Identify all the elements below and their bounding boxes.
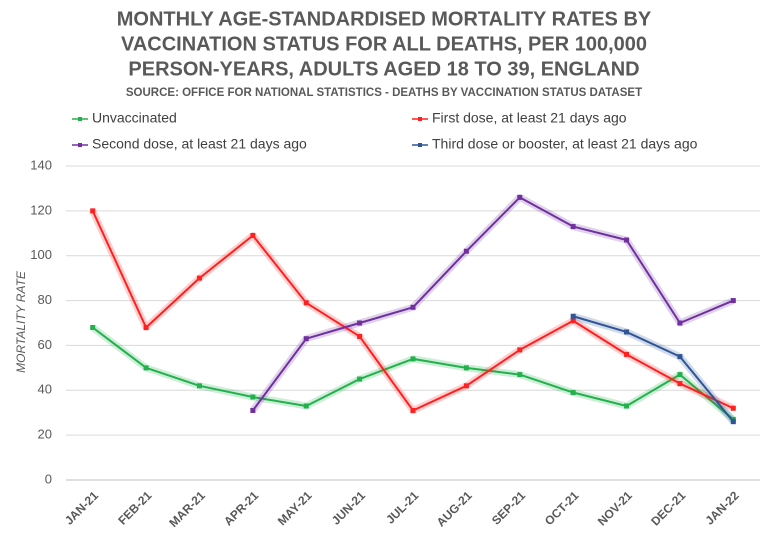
point-marker [463,383,469,389]
x-tick-label: APR-21 [221,488,261,528]
point-marker [463,248,469,254]
legend-marker [78,143,82,147]
point-marker [517,347,523,353]
x-tick-label: MAR-21 [166,488,208,530]
legend-label: First dose, at least 21 days ago [432,110,627,126]
point-marker [517,372,523,378]
point-marker [624,351,630,357]
legend-marker [418,143,422,147]
chart-title-line: PERSON-YEARS, ADULTS AGED 18 TO 39, ENGL… [128,58,639,80]
chart-title-line: VACCINATION STATUS FOR ALL DEATHS, PER 1… [121,33,647,55]
legend-label: Second dose, at least 21 days ago [92,136,307,152]
y-tick-label: 20 [38,427,52,442]
point-marker [90,324,96,330]
y-tick-label: 40 [38,382,52,397]
point-marker [410,304,416,310]
point-marker [570,390,576,396]
point-marker [624,329,630,335]
y-tick-label: 80 [38,292,52,307]
point-marker [730,405,736,411]
legend-label: Unvaccinated [92,110,177,126]
y-tick-label: 60 [38,337,52,352]
x-tick-label: JUL-21 [383,488,421,526]
point-marker [196,383,202,389]
y-tick-label: 120 [30,202,52,217]
point-marker [250,394,256,400]
point-marker [410,407,416,413]
point-marker [357,376,363,382]
x-tick-label: JAN-21 [62,488,101,527]
point-marker [730,419,736,425]
line-glow [250,193,735,413]
point-marker [143,365,149,371]
y-tick-label: 100 [30,247,52,262]
x-tick-label: NOV-21 [595,488,635,528]
chart-subtitle: SOURCE: OFFICE FOR NATIONAL STATISTICS -… [126,87,642,99]
point-marker [624,403,630,409]
point-marker [677,354,683,360]
point-marker [463,365,469,371]
x-tick-label: OCT-21 [542,488,582,528]
point-marker [517,194,523,200]
point-marker [410,356,416,362]
x-tick-label: JUN-21 [329,488,368,527]
point-marker [677,381,683,387]
point-marker [303,336,309,342]
point-marker [303,300,309,306]
point-marker [677,372,683,378]
y-tick-label: 0 [45,471,52,486]
legend-label: Third dose or booster, at least 21 days … [432,136,698,152]
series-line [252,196,734,412]
point-marker [250,407,256,413]
point-marker [677,320,683,326]
chart-title-line: MONTHLY AGE-STANDARDISED MORTALITY RATES… [117,8,652,30]
x-tick-label: JAN-22 [703,488,742,527]
x-tick-label: SEP-21 [489,488,528,527]
x-tick-label: AUG-21 [434,488,475,529]
point-marker [90,208,96,214]
title: MONTHLY AGE-STANDARDISED MORTALITY RATES… [117,8,652,80]
y-axis-label: MORTALITY RATE [14,270,28,373]
point-marker [303,403,309,409]
point-marker [624,237,630,243]
point-marker [570,224,576,230]
point-marker [730,298,736,304]
point-marker [357,333,363,339]
point-marker [143,324,149,330]
legend-marker [418,117,422,121]
x-tick-label: FEB-21 [115,488,154,527]
point-marker [250,233,256,239]
legend-marker [78,117,82,121]
series-line [572,315,735,423]
point-marker [570,318,576,324]
x-tick-label: MAY-21 [275,488,315,528]
point-marker [357,320,363,326]
point-marker [196,275,202,281]
y-tick-label: 140 [30,157,52,172]
point-marker [570,313,576,319]
x-tick-label: DEC-21 [648,488,688,528]
